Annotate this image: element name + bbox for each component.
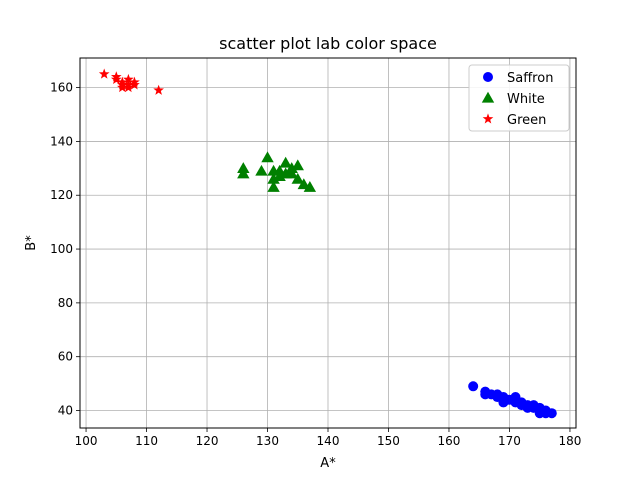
x-tick-label: 120	[196, 434, 219, 448]
legend-label-saffron: Saffron	[507, 71, 553, 86]
green-point	[123, 82, 134, 93]
x-axis-label: A*	[320, 456, 336, 471]
legend-marker-green	[482, 113, 494, 124]
saffron-point	[468, 381, 479, 392]
white-point	[285, 167, 298, 179]
x-tick-label: 170	[498, 434, 521, 448]
legend-box	[468, 64, 570, 132]
green-point	[123, 73, 134, 85]
x-tick-label: 100	[75, 434, 98, 448]
series-green	[98, 68, 164, 95]
white-point	[291, 159, 304, 171]
white-point	[291, 172, 304, 184]
y-tick-label: 60	[58, 350, 73, 364]
white-point	[255, 164, 268, 176]
x-tick-label: 140	[317, 434, 340, 448]
x-tick-label: 110	[135, 434, 158, 448]
x-tick-label: 150	[377, 434, 400, 448]
green-point	[117, 82, 128, 93]
y-tick-label: 140	[50, 134, 73, 148]
y-tick-label: 40	[58, 404, 73, 418]
white-point	[267, 180, 280, 192]
y-tick-label: 80	[58, 296, 73, 310]
y-tick-label: 120	[50, 188, 73, 202]
y-axis-label: B*	[24, 235, 39, 251]
white-point	[237, 167, 250, 179]
series-saffron	[468, 381, 557, 419]
chart-title: scatter plot lab color space	[219, 34, 437, 53]
axis-ticks: 100 110 120 130 140 150 160 170 180 40 60 80 100 120 1…	[50, 81, 581, 448]
green-point	[153, 84, 164, 95]
white-point	[279, 156, 292, 168]
legend-marker-white	[481, 91, 495, 103]
x-tick-label: 130	[256, 434, 279, 448]
white-point	[261, 151, 274, 163]
green-point	[110, 73, 122, 85]
y-tick-label: 160	[50, 81, 73, 95]
data-points	[98, 68, 557, 419]
y-tick-label: 100	[50, 242, 73, 256]
legend-marker-saffron	[483, 72, 493, 82]
x-tick-label: 180	[558, 434, 581, 448]
legend: Saffron White Green	[468, 64, 570, 132]
green-point	[98, 68, 110, 79]
legend-label-green: Green	[507, 113, 546, 128]
white-point	[303, 180, 317, 192]
legend-label-white: White	[507, 92, 545, 107]
green-point	[129, 79, 140, 90]
series-white	[237, 151, 317, 192]
x-tick-label: 160	[438, 434, 461, 448]
saffron-point	[546, 408, 557, 419]
